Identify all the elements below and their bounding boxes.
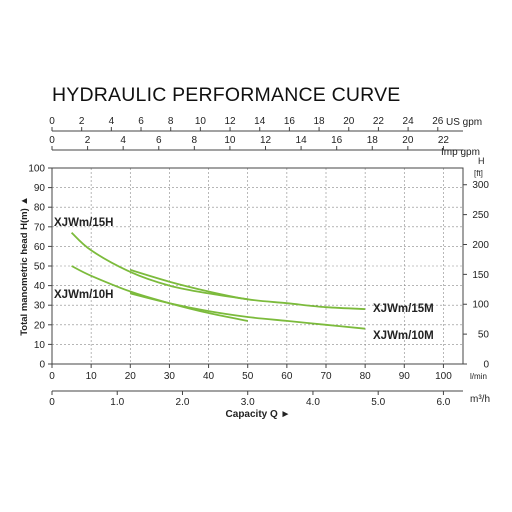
series-lines <box>70 232 366 330</box>
imp-gpm-tick-label: 14 <box>296 135 308 146</box>
us-gpm-tick-label: 2 <box>79 116 85 127</box>
chart-title: HYDRAULIC PERFORMANCE CURVE <box>52 84 401 106</box>
us-gpm-tick-label: 14 <box>254 116 266 127</box>
x-unit-label: l/min <box>470 372 487 381</box>
m3h-tick-label: 1.0 <box>110 397 124 408</box>
us-gpm-unit-label: US gpm <box>446 117 482 128</box>
y-tick-label: 50 <box>34 262 46 273</box>
series-line-xjwm-10m <box>130 292 366 330</box>
y-tick-label: 80 <box>34 203 46 214</box>
ft-axis-header: H <box>478 156 485 166</box>
series-label-xjwm-15m: XJWm/15M <box>373 303 434 315</box>
ft-tick-label: 0 <box>483 360 489 371</box>
y-tick-label: 30 <box>34 301 46 312</box>
x-tick-label: 40 <box>203 371 215 382</box>
m3h-tick-label: 3.0 <box>241 397 255 408</box>
series-label-xjwm-10h: XJWm/10H <box>54 289 113 301</box>
y-tick-label: 0 <box>39 360 45 371</box>
us-gpm-tick-label: 20 <box>343 116 355 127</box>
y-tick-label: 10 <box>34 340 46 351</box>
y-axis-title: Total manometric head H(m) ▲ <box>19 196 30 336</box>
grid <box>52 168 463 364</box>
us-gpm-tick-label: 26 <box>432 116 444 127</box>
us-gpm-tick-label: 0 <box>49 116 55 127</box>
imp-gpm-tick-label: 20 <box>402 135 414 146</box>
imp-gpm-tick-label: 18 <box>367 135 379 146</box>
y-tick-label: 70 <box>34 222 46 233</box>
x-tick-label: 60 <box>281 371 293 382</box>
series-label-xjwm-10m: XJWm/10M <box>373 330 434 342</box>
x-axis-title: Capacity Q ► <box>226 409 291 420</box>
imp-gpm-tick-label: 8 <box>192 135 198 146</box>
ft-tick-label: 150 <box>472 270 489 281</box>
x-tick-label: 70 <box>320 371 332 382</box>
imp-gpm-tick-label: 4 <box>120 135 126 146</box>
us-gpm-tick-label: 24 <box>403 116 415 127</box>
y-tick-label: 20 <box>34 320 46 331</box>
m3h-tick-label: 0 <box>49 397 55 408</box>
x-tick-label: 100 <box>435 371 452 382</box>
ft-tick-label: 100 <box>472 300 489 311</box>
axes <box>48 127 467 395</box>
us-gpm-tick-label: 6 <box>138 116 144 127</box>
us-gpm-tick-label: 18 <box>314 116 326 127</box>
imp-gpm-tick-label: 0 <box>49 135 55 146</box>
us-gpm-tick-label: 16 <box>284 116 296 127</box>
tick-labels: 0 10 20 30 40 50 60 70 80 90 100 l/min0102030405060… <box>19 116 490 420</box>
y-tick-label: 100 <box>28 164 45 175</box>
x-tick-label: 30 <box>164 371 176 382</box>
us-gpm-tick-label: 8 <box>168 116 174 127</box>
us-gpm-tick-label: 10 <box>195 116 207 127</box>
x-tick-label: 90 <box>399 371 411 382</box>
ft-tick-label: 250 <box>472 210 489 221</box>
x-tick-label: 50 <box>242 371 254 382</box>
y-tick-label: 40 <box>34 281 46 292</box>
m3h-unit-label: m³/h <box>470 394 490 405</box>
series-labels: XJWm/15H XJWm/15M XJWm/10H XJWm/10M <box>54 217 434 342</box>
series-line-xjwm-15h <box>70 232 248 301</box>
series-line-xjwm-15m <box>130 269 366 310</box>
y-tick-label: 90 <box>34 183 46 194</box>
x-tick-label: 20 <box>125 371 137 382</box>
imp-gpm-tick-label: 6 <box>156 135 162 146</box>
x-tick-label: 10 <box>86 371 98 382</box>
us-gpm-tick-label: 12 <box>224 116 236 127</box>
us-gpm-tick-label: 22 <box>373 116 385 127</box>
us-gpm-tick-label: 4 <box>109 116 115 127</box>
imp-gpm-tick-label: 10 <box>224 135 236 146</box>
imp-gpm-tick-label: 2 <box>85 135 91 146</box>
m3h-tick-label: 5.0 <box>371 397 385 408</box>
ft-tick-label: 200 <box>472 240 489 251</box>
y-tick-label: 60 <box>34 242 46 253</box>
m3h-tick-label: 6.0 <box>436 397 450 408</box>
imp-gpm-tick-label: 22 <box>438 135 450 146</box>
imp-gpm-unit-label: Imp gpm <box>441 147 480 158</box>
series-label-xjwm-15h: XJWm/15H <box>54 217 113 229</box>
ft-axis-unit: [ft] <box>474 169 483 178</box>
x-tick-label: 80 <box>360 371 372 382</box>
imp-gpm-tick-label: 16 <box>331 135 343 146</box>
imp-gpm-tick-label: 12 <box>260 135 272 146</box>
m3h-tick-label: 4.0 <box>306 397 320 408</box>
ft-tick-label: 50 <box>478 330 490 341</box>
ft-tick-label: 300 <box>472 180 489 191</box>
m3h-tick-label: 2.0 <box>176 397 190 408</box>
x-tick-label: 0 <box>49 371 55 382</box>
